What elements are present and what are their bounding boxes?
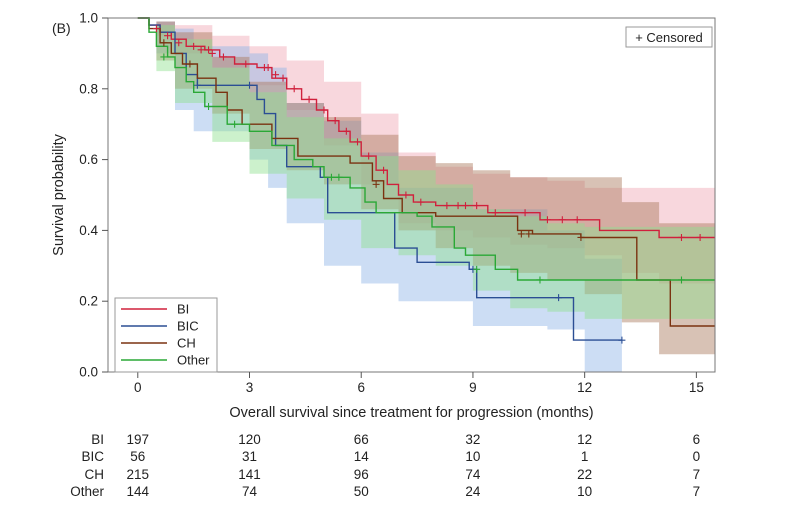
censor-mark-bi	[354, 138, 362, 146]
x-axis-label: Overall survival since treatment for pro…	[229, 405, 593, 421]
censor-mark-bi	[402, 191, 410, 199]
censor-mark-bi	[279, 74, 287, 82]
censor-mark-bi	[205, 46, 213, 54]
censor-mark-bi	[190, 42, 198, 50]
y-tick-label: 0.6	[79, 152, 98, 167]
censor-mark-ch	[160, 39, 168, 47]
censor-mark-other	[536, 276, 544, 284]
ci-band-bi	[137, 18, 716, 284]
censor-mark-bi	[272, 71, 280, 79]
censor-mark-bic	[246, 81, 254, 89]
censor-mark-bi	[558, 216, 566, 224]
x-tick-label: 3	[246, 380, 254, 395]
legend-label-bic: BIC	[177, 319, 199, 334]
censor-mark-bi	[461, 202, 469, 210]
censor-mark-bic	[193, 81, 201, 89]
censor-mark-other	[677, 276, 685, 284]
censor-mark-ch	[186, 60, 194, 68]
ci-band-ch	[137, 18, 716, 369]
censor-mark-bi	[197, 46, 205, 54]
censored-legend-text: + Censored	[635, 30, 703, 45]
censor-mark-bi	[290, 85, 298, 93]
censor-mark-bi	[521, 209, 529, 217]
censor-mark-other	[231, 120, 239, 128]
censored-box-frame	[625, 26, 713, 48]
survival-line-other	[137, 17, 715, 281]
censor-mark-ch	[517, 230, 525, 238]
censor-mark-bi	[677, 233, 685, 241]
legend-label-other: Other	[177, 353, 210, 368]
censor-mark-other	[160, 53, 168, 61]
censor-mark-bi	[264, 64, 272, 72]
y-tick-label: 1.0	[79, 11, 98, 26]
censor-mark-bi	[320, 106, 328, 114]
censor-mark-bi	[365, 152, 373, 160]
censor-mark-bic	[618, 336, 626, 344]
censor-mark-bi	[454, 202, 462, 210]
censor-mark-other	[327, 173, 335, 181]
y-tick-label: 0.4	[79, 223, 98, 238]
censor-mark-bi	[208, 49, 216, 57]
censor-mark-bi	[696, 233, 704, 241]
censor-mark-bi	[331, 117, 339, 125]
legend-label-bi: BI	[177, 302, 189, 317]
axes: 0 3 6 9 12 15 0.0 0.2 0.4 0.6 0.8 1.0 Overall surviv…	[51, 11, 704, 422]
censor-mark-ch	[577, 233, 585, 241]
censor-mark-bi	[219, 53, 227, 61]
censor-mark-bi	[242, 60, 250, 68]
y-tick-label: 0.2	[79, 294, 98, 309]
censor-mark-bi	[380, 166, 388, 174]
censor-mark-ch	[525, 230, 533, 238]
censor-mark-ch	[372, 180, 380, 188]
censor-mark-other	[205, 103, 213, 110]
x-tick-label: 9	[469, 380, 477, 395]
censor-mark-bi	[417, 198, 425, 206]
censor-mark-bi	[164, 32, 172, 40]
censor-mark-bi	[152, 25, 160, 33]
censor-mark-bi	[342, 127, 350, 135]
x-tick-label: 15	[689, 380, 704, 395]
y-axis-label: Survival probability	[51, 133, 67, 255]
y-tick-label: 0.8	[79, 81, 98, 96]
censored-legend-box: + Censored	[625, 26, 713, 48]
censor-mark-bic	[555, 294, 563, 302]
censor-mark-other	[335, 173, 343, 181]
confidence-bands	[137, 18, 716, 372]
panel-label: (B)	[52, 20, 71, 36]
y-tick-label: 0.0	[79, 365, 98, 380]
censor-mark-bi	[175, 39, 183, 47]
plot-frame	[107, 17, 716, 373]
legend: BI BIC CH Other	[114, 297, 218, 373]
legend-label-ch: CH	[177, 336, 196, 351]
censor-mark-other	[473, 265, 481, 273]
censor-mark-bi	[473, 202, 481, 210]
censor-mark-bi	[573, 216, 581, 224]
censor-mark-bi	[543, 216, 551, 224]
x-tick-label: 0	[134, 380, 142, 395]
censor-mark-bi	[491, 209, 499, 217]
x-tick-label: 12	[577, 380, 592, 395]
censor-mark-bi	[443, 202, 451, 210]
censor-mark-bi	[305, 95, 313, 103]
ci-band-bic	[137, 18, 622, 372]
ci-band-other	[137, 18, 716, 326]
survival-line-ch	[137, 17, 715, 327]
censor-marks	[152, 25, 704, 344]
x-tick-label: 6	[357, 380, 365, 395]
